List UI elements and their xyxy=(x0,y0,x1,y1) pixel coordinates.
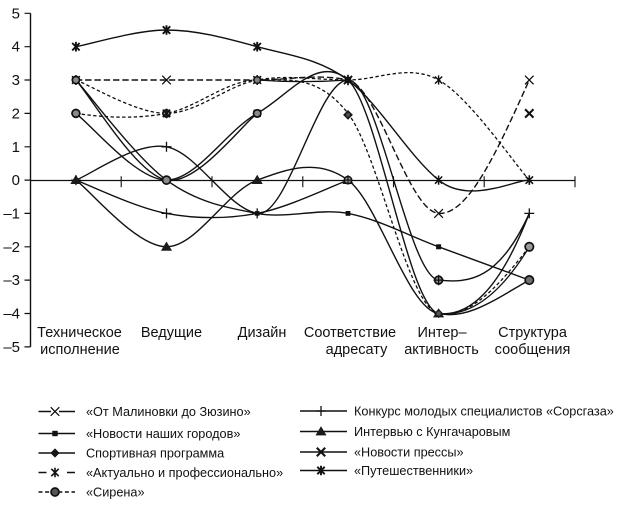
svg-text:Интервью с Кунгачаровым: Интервью с Кунгачаровым xyxy=(354,425,510,439)
svg-text:«Актуально и профессионально»: «Актуально и профессионально» xyxy=(86,466,283,480)
svg-text:Ведущие: Ведущие xyxy=(141,325,202,341)
svg-text:0: 0 xyxy=(12,172,20,189)
svg-text:3: 3 xyxy=(12,72,20,89)
svg-text:адресату: адресату xyxy=(326,342,388,358)
svg-text:сообщения: сообщения xyxy=(495,342,571,358)
svg-text:5: 5 xyxy=(12,5,20,22)
svg-text:4: 4 xyxy=(12,39,20,56)
svg-text:Дизайн: Дизайн xyxy=(238,325,287,341)
svg-text:Конкурс молодых специалистов «: Конкурс молодых специалистов «Сорсгаза» xyxy=(354,405,614,419)
svg-text:«Путешественники»: «Путешественники» xyxy=(354,464,473,478)
svg-text:«От Малиновки до Зюзино»: «От Малиновки до Зюзино» xyxy=(86,405,251,419)
svg-text:–3: –3 xyxy=(3,272,20,289)
svg-text:–2: –2 xyxy=(3,239,20,256)
svg-text:«Сирена»: «Сирена» xyxy=(86,486,145,500)
svg-text:«Новости прессы»: «Новости прессы» xyxy=(354,446,464,460)
svg-text:Структура: Структура xyxy=(498,325,568,341)
svg-text:исполнение: исполнение xyxy=(40,342,120,358)
svg-text:–4: –4 xyxy=(3,306,20,323)
svg-text:Техническое: Техническое xyxy=(37,325,122,341)
svg-text:Соответствие: Соответствие xyxy=(304,325,396,341)
svg-text:активность: активность xyxy=(404,342,479,358)
svg-text:2: 2 xyxy=(12,105,20,122)
svg-text:1: 1 xyxy=(12,139,20,156)
svg-text:«Новости наших городов»: «Новости наших городов» xyxy=(86,427,240,441)
svg-text:Интер–: Интер– xyxy=(417,325,467,341)
svg-text:Спортивная программа: Спортивная программа xyxy=(86,447,225,461)
svg-text:–5: –5 xyxy=(3,339,20,356)
svg-text:–1: –1 xyxy=(3,205,20,222)
